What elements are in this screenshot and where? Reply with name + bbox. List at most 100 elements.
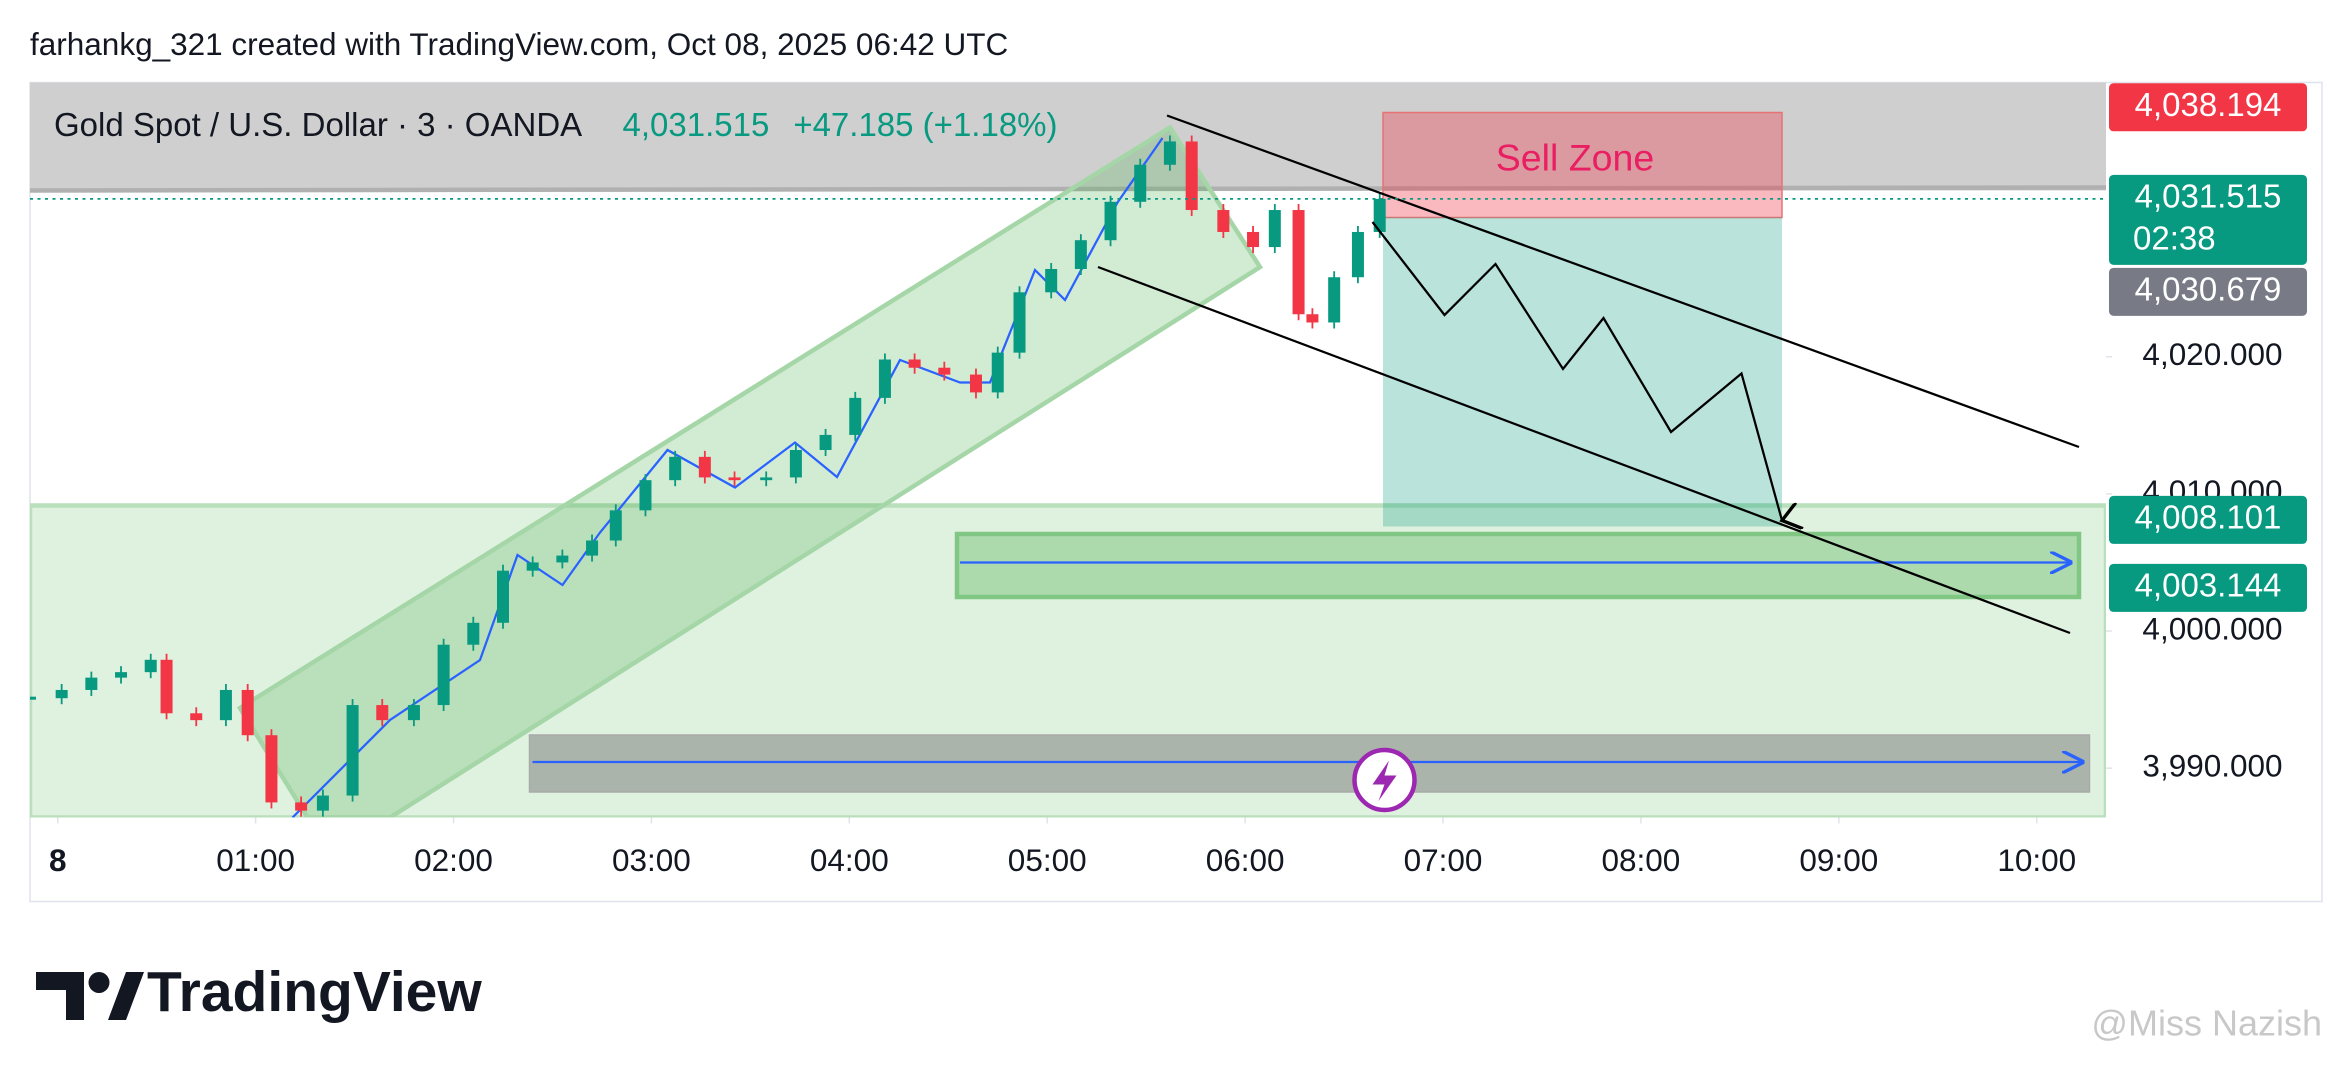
drawings xyxy=(30,82,2106,818)
price-label-text: 4,030.679 xyxy=(2135,271,2282,308)
candle xyxy=(908,359,921,368)
candle xyxy=(969,374,982,393)
logo: TradingView xyxy=(36,960,482,1024)
candle xyxy=(526,562,539,571)
candle xyxy=(1306,314,1319,323)
candle xyxy=(1328,277,1341,323)
ascending-channel xyxy=(236,124,1264,818)
candle xyxy=(728,477,741,481)
candle xyxy=(295,802,308,811)
price-label-text: 4,031.515 xyxy=(2135,178,2282,215)
x-tick-label: 8 xyxy=(49,842,67,878)
candle xyxy=(1074,240,1087,269)
candle xyxy=(1185,141,1198,211)
x-tick-label: 09:00 xyxy=(1799,842,1878,878)
price-label xyxy=(2109,83,2307,132)
sell-zone xyxy=(1382,111,1783,219)
candle xyxy=(437,644,450,706)
price-label xyxy=(2109,563,2307,612)
x-tick-label: 02:00 xyxy=(414,842,493,878)
candle xyxy=(407,705,420,721)
target-zone xyxy=(1383,217,1782,527)
candle xyxy=(609,510,622,541)
sell-zone-label: Sell Zone xyxy=(1496,136,1654,178)
logo-mark xyxy=(36,972,84,1020)
candle xyxy=(219,689,232,721)
candle xyxy=(1163,141,1176,165)
candle xyxy=(878,359,891,398)
y-tick-label: 4,020.000 xyxy=(2142,336,2282,372)
candle xyxy=(1013,292,1026,353)
x-tick-label: 10:00 xyxy=(1997,842,2076,878)
candle xyxy=(496,570,509,623)
legend-change: +47.185 (+1.18%) xyxy=(793,106,1057,143)
trend-line xyxy=(1166,114,2080,449)
candle xyxy=(1104,201,1117,241)
candle xyxy=(265,735,278,803)
candle xyxy=(316,795,329,811)
legend: Gold Spot / U.S. Dollar · 3 · OANDA 4,03… xyxy=(54,106,1058,143)
candle xyxy=(115,672,128,678)
trend-line xyxy=(1097,265,2071,635)
candle xyxy=(1351,231,1364,278)
logo-mark xyxy=(88,972,110,993)
price-label-text: 4,038.194 xyxy=(2135,86,2282,123)
candle xyxy=(85,677,98,690)
candle xyxy=(55,689,68,699)
countdown: 02:38 xyxy=(2133,220,2216,257)
candle xyxy=(639,480,652,511)
candle xyxy=(938,367,951,375)
candle xyxy=(819,434,832,450)
x-tick-label: 07:00 xyxy=(1404,842,1483,878)
candle xyxy=(760,477,773,481)
candle xyxy=(1292,210,1305,315)
logo-mark xyxy=(108,972,144,1020)
candle xyxy=(849,397,862,435)
watermark: @Miss Nazish xyxy=(2091,1003,2322,1044)
green-box xyxy=(954,531,2082,600)
candle xyxy=(991,352,1004,393)
y-tick-label: 4,000.000 xyxy=(2142,610,2282,646)
price-label xyxy=(2109,267,2307,316)
lightning-icon xyxy=(1372,760,1397,801)
x-tick-label: 06:00 xyxy=(1206,842,1285,878)
price-label-text: 4,003.144 xyxy=(2135,567,2282,604)
x-tick-label: 01:00 xyxy=(216,842,295,878)
projection-path xyxy=(1371,221,1783,521)
candle xyxy=(376,705,389,721)
candle xyxy=(586,540,599,556)
price-label-text: 4,008.101 xyxy=(2135,499,2282,536)
x-tick-label: 05:00 xyxy=(1008,842,1087,878)
candle xyxy=(241,689,254,736)
attribution: farhankg_321 created with TradingView.co… xyxy=(30,26,1008,62)
logo-text: TradingView xyxy=(147,960,482,1024)
legend-price: 4,031.515 xyxy=(623,106,770,143)
candle xyxy=(1268,210,1281,248)
candle xyxy=(1217,210,1230,232)
candle xyxy=(160,659,173,714)
candle xyxy=(190,713,203,721)
candle xyxy=(346,705,359,796)
candle xyxy=(669,456,682,481)
x-tick-label: 08:00 xyxy=(1602,842,1681,878)
candle xyxy=(789,450,802,478)
x-tick-label: 04:00 xyxy=(810,842,889,878)
symbol-title: Gold Spot / U.S. Dollar · 3 · OANDA xyxy=(54,106,582,143)
candle xyxy=(1247,231,1260,248)
candle xyxy=(698,456,711,478)
price-label xyxy=(2109,174,2307,265)
trend-drawings: Sell Zone xyxy=(1097,114,2080,813)
resistance-band xyxy=(30,82,2106,191)
candle xyxy=(144,659,157,673)
candle xyxy=(467,622,480,645)
x-tick-label: 03:00 xyxy=(612,842,691,878)
candle xyxy=(1134,164,1147,202)
price-label xyxy=(2109,495,2307,544)
axes: 8 01:00 02:00 03:00 04:00 05:00 06:00 07:00 08:0… xyxy=(30,83,2307,878)
candle xyxy=(1045,268,1058,293)
candle xyxy=(556,555,569,563)
gray-box xyxy=(528,734,2091,793)
candle xyxy=(1373,198,1386,232)
